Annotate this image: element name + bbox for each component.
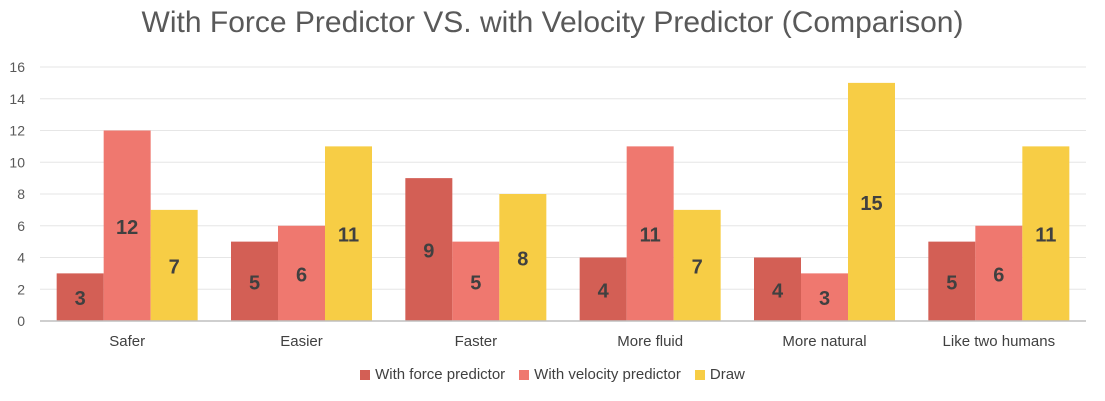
data-label: 3 [819,288,830,310]
bar [56,273,104,321]
legend-label-draw: Draw [709,366,745,383]
legend: With force predictor With velocity predi… [0,366,1105,383]
data-label: 11 [1035,225,1056,247]
bar [103,130,151,321]
legend-label-force: With force predictor [375,366,506,383]
x-tick-label: Like two humans [943,333,1056,350]
bar [231,241,278,321]
bar [325,146,372,321]
data-label: 7 [692,256,703,278]
legend-item-velocity: With velocity predictor [519,366,681,383]
bar [1022,146,1070,321]
y-tick-label: 16 [9,59,25,75]
bar [754,257,801,321]
y-tick-label: 4 [17,250,25,266]
bar [848,82,895,321]
y-tick-label: 10 [9,154,25,170]
data-label: 5 [946,272,957,294]
legend-item-draw: Draw [694,366,745,383]
data-label: 11 [338,225,359,247]
bar [499,194,547,321]
data-label: 6 [296,264,307,286]
data-label: 6 [993,264,1004,286]
bar [928,241,976,321]
y-tick-label: 14 [9,91,25,107]
y-tick-label: 0 [17,313,25,329]
y-tick-label: 8 [17,186,25,202]
bar [801,273,848,321]
bar [278,225,325,321]
bar [579,257,627,321]
y-tick-label: 2 [17,281,25,297]
bar [405,178,453,321]
data-label: 15 [860,193,882,215]
bar [150,209,198,321]
bar [452,241,500,321]
data-label: 12 [116,217,138,239]
data-label: 9 [423,241,434,263]
data-label: 11 [640,225,661,247]
legend-swatch-draw [694,369,705,380]
x-tick-label: Easier [280,333,323,350]
data-label: 4 [598,280,610,302]
data-label: 8 [517,249,528,271]
chart-title: With Force Predictor VS. with Velocity P… [141,6,964,39]
data-label: 5 [470,272,481,294]
bar [975,225,1023,321]
data-label: 7 [169,256,180,278]
bar [673,209,721,321]
legend-item-force: With force predictor [360,366,505,383]
x-tick-label: More fluid [617,333,683,350]
data-label: 3 [75,288,86,310]
data-label: 4 [772,280,784,302]
y-tick-label: 12 [9,123,25,139]
bar [626,146,674,321]
legend-swatch-velocity [519,369,530,380]
x-tick-label: More natural [782,333,866,350]
data-label: 5 [249,272,260,294]
legend-swatch-force [360,369,371,380]
y-tick-label: 6 [17,218,25,234]
x-tick-label: Safer [109,333,145,350]
x-tick-label: Faster [455,333,498,350]
legend-label-velocity: With velocity predictor [534,366,681,383]
